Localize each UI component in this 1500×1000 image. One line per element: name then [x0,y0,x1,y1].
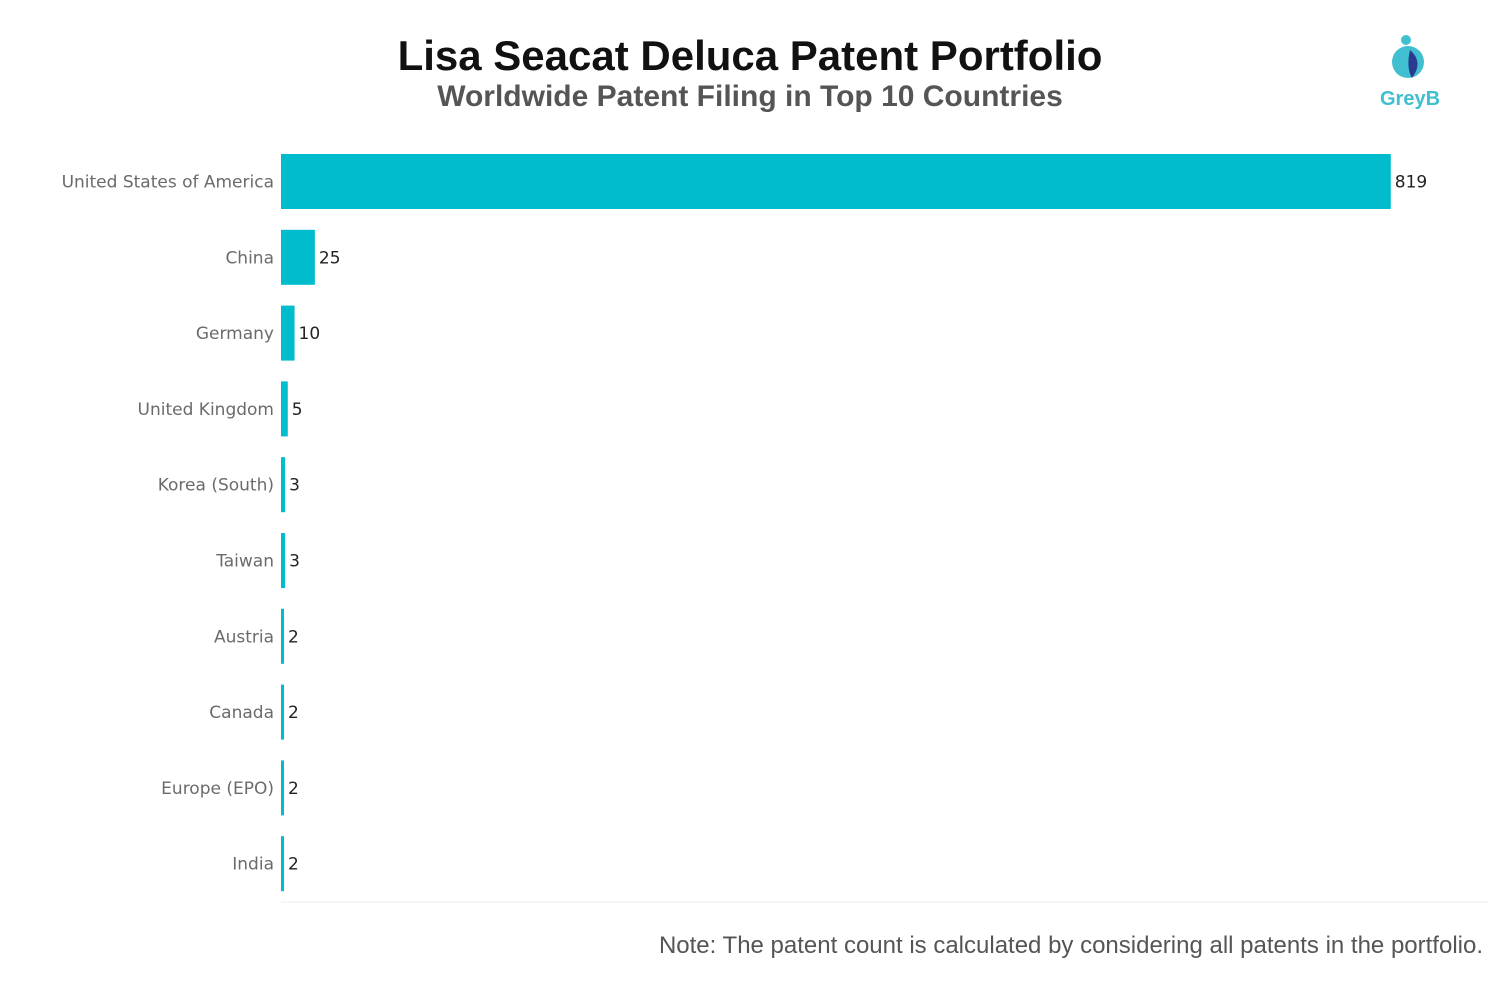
chart-subtitle: Worldwide Patent Filing in Top 10 Countr… [437,80,1063,113]
greyb-logo: GreyB [1370,32,1450,114]
value-label: 3 [289,552,300,572]
footnote: Note: The patent count is calculated by … [658,932,1483,959]
category-label: Europe (EPO) [161,779,274,799]
category-label: Korea (South) [158,476,274,496]
bar-united-kingdom [281,381,288,437]
bar-canada [281,684,284,740]
bar-germany [281,305,295,361]
bar-austria [281,608,284,664]
bar-china [281,229,315,285]
category-label: Canada [209,703,274,723]
greyb-logo-text: GreyB [1379,88,1441,110]
value-label: 3 [289,476,300,496]
category-label: United Kingdom [138,400,274,420]
category-label: Germany [196,324,274,344]
category-label: United States of America [62,173,274,193]
category-label: China [225,248,274,268]
value-label: 2 [288,779,299,799]
bar-taiwan [281,533,286,588]
bar-europe-epo [281,760,284,816]
chart-title: Lisa Seacat Deluca Patent Portfolio [397,32,1103,79]
value-label: 819 [1395,173,1427,193]
category-label: Taiwan [215,552,274,572]
value-label: 10 [299,324,321,344]
value-label: 2 [288,703,299,723]
greyb-logo-icon [1392,35,1424,78]
value-label: 5 [292,400,303,420]
bar-united-states-of-america [281,154,1391,209]
bar-india [281,836,284,892]
category-label: Austria [214,627,274,647]
value-label: 25 [319,248,341,268]
bar-korea-south [281,457,286,513]
value-label: 2 [288,627,299,647]
value-label: 2 [288,855,299,875]
category-label: India [232,855,274,875]
